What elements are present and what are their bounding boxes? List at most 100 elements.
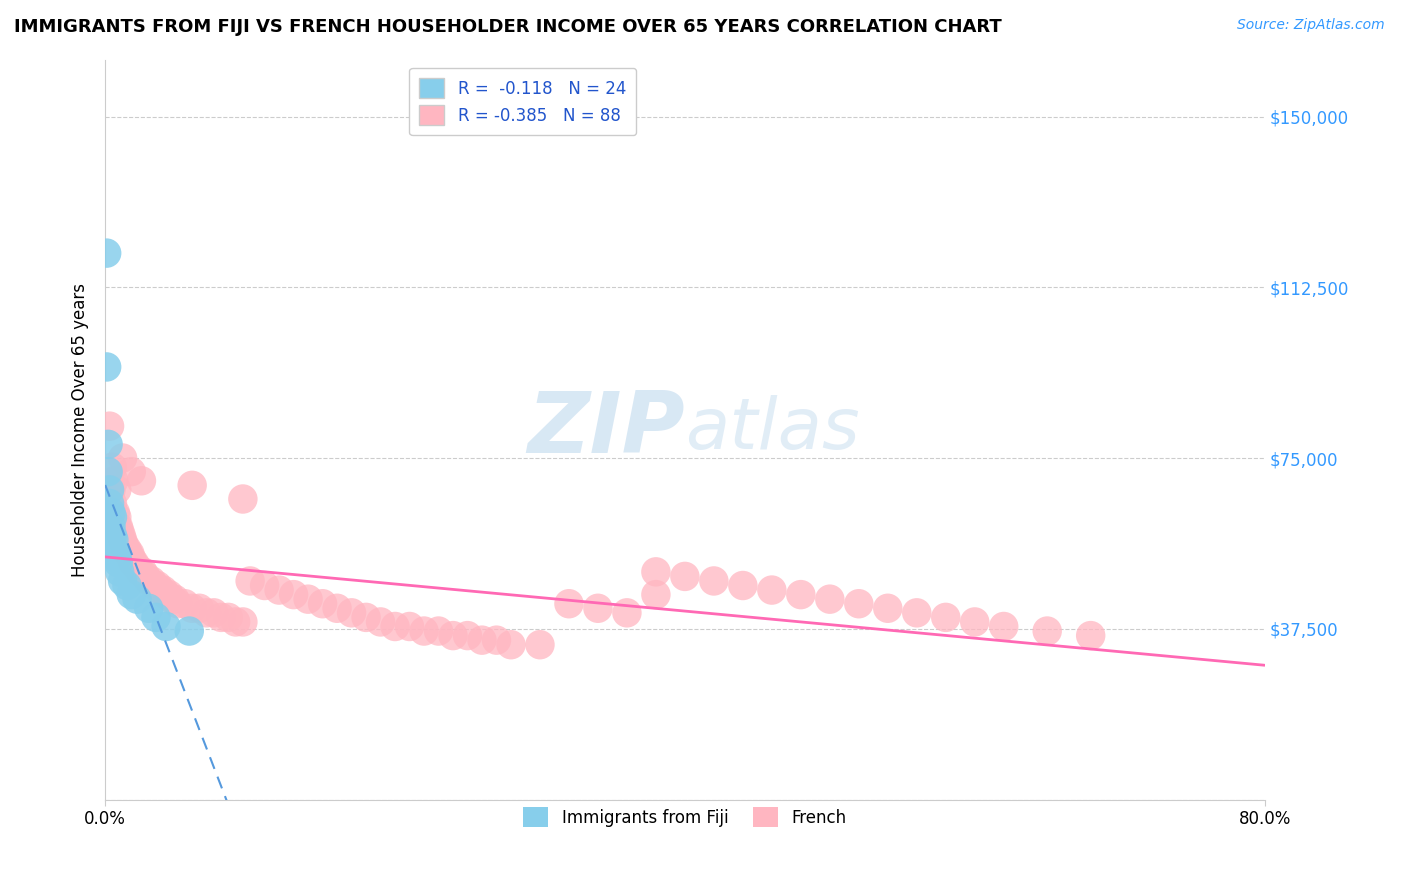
- Point: [105, 551, 128, 566]
- Point: [138, 574, 160, 588]
- Point: [311, 597, 333, 611]
- Point: [132, 565, 155, 579]
- Point: [143, 578, 166, 592]
- Point: [413, 624, 436, 638]
- Point: [101, 460, 124, 475]
- Point: [97, 437, 120, 451]
- Point: [616, 606, 638, 620]
- Text: IMMIGRANTS FROM FIJI VS FRENCH HOUSEHOLDER INCOME OVER 65 YEARS CORRELATION CHAR: IMMIGRANTS FROM FIJI VS FRENCH HOUSEHOLD…: [14, 18, 1002, 36]
- Point: [152, 583, 174, 598]
- Point: [239, 574, 262, 588]
- Point: [108, 524, 131, 538]
- Point: [111, 450, 134, 465]
- Point: [297, 592, 319, 607]
- Point: [100, 506, 122, 520]
- Point: [104, 506, 127, 520]
- Point: [181, 601, 204, 615]
- Point: [101, 497, 124, 511]
- Point: [935, 610, 957, 624]
- Point: [98, 497, 121, 511]
- Point: [96, 359, 118, 374]
- Point: [232, 615, 254, 629]
- Point: [127, 592, 149, 607]
- Point: [384, 619, 406, 633]
- Point: [202, 606, 225, 620]
- Y-axis label: Householder Income Over 65 years: Householder Income Over 65 years: [72, 283, 89, 576]
- Point: [129, 565, 152, 579]
- Point: [485, 633, 508, 648]
- Point: [195, 606, 218, 620]
- Point: [117, 547, 139, 561]
- Text: atlas: atlas: [685, 395, 859, 464]
- Point: [283, 588, 305, 602]
- Point: [104, 547, 127, 561]
- Point: [146, 578, 169, 592]
- Point: [131, 474, 153, 488]
- Point: [645, 565, 668, 579]
- Point: [157, 588, 180, 602]
- Point: [115, 542, 138, 557]
- Point: [398, 619, 420, 633]
- Point: [993, 619, 1015, 633]
- Point: [155, 619, 177, 633]
- Point: [963, 615, 986, 629]
- Point: [111, 533, 134, 547]
- Text: Source: ZipAtlas.com: Source: ZipAtlas.com: [1237, 18, 1385, 32]
- Point: [127, 560, 149, 574]
- Point: [163, 592, 186, 607]
- Point: [761, 583, 783, 598]
- Point: [149, 583, 172, 598]
- Point: [876, 601, 898, 615]
- Point: [115, 578, 138, 592]
- Point: [107, 519, 129, 533]
- Point: [105, 483, 128, 497]
- Point: [166, 597, 188, 611]
- Point: [1080, 629, 1102, 643]
- Point: [98, 419, 121, 434]
- Point: [110, 528, 132, 542]
- Point: [586, 601, 609, 615]
- Point: [96, 246, 118, 260]
- Point: [253, 578, 276, 592]
- Point: [155, 588, 177, 602]
- Point: [441, 629, 464, 643]
- Point: [108, 565, 131, 579]
- Point: [499, 638, 522, 652]
- Point: [848, 597, 870, 611]
- Point: [103, 474, 125, 488]
- Point: [120, 588, 142, 602]
- Point: [145, 610, 167, 624]
- Point: [122, 556, 145, 570]
- Point: [112, 537, 135, 551]
- Point: [181, 478, 204, 492]
- Point: [457, 629, 479, 643]
- Point: [471, 633, 494, 648]
- Point: [703, 574, 725, 588]
- Point: [103, 533, 125, 547]
- Point: [101, 528, 124, 542]
- Point: [326, 601, 349, 615]
- Point: [100, 483, 122, 497]
- Point: [217, 610, 239, 624]
- Point: [141, 574, 163, 588]
- Point: [354, 610, 377, 624]
- Point: [111, 574, 134, 588]
- Point: [160, 592, 183, 607]
- Point: [558, 597, 581, 611]
- Point: [818, 592, 841, 607]
- Point: [673, 569, 696, 583]
- Point: [225, 615, 247, 629]
- Point: [645, 588, 668, 602]
- Point: [529, 638, 551, 652]
- Point: [188, 601, 211, 615]
- Point: [97, 465, 120, 479]
- Point: [135, 569, 157, 583]
- Point: [120, 551, 142, 566]
- Point: [209, 610, 232, 624]
- Point: [340, 606, 363, 620]
- Point: [118, 547, 141, 561]
- Point: [731, 578, 754, 592]
- Point: [120, 465, 142, 479]
- Point: [100, 519, 122, 533]
- Text: ZIP: ZIP: [527, 388, 685, 471]
